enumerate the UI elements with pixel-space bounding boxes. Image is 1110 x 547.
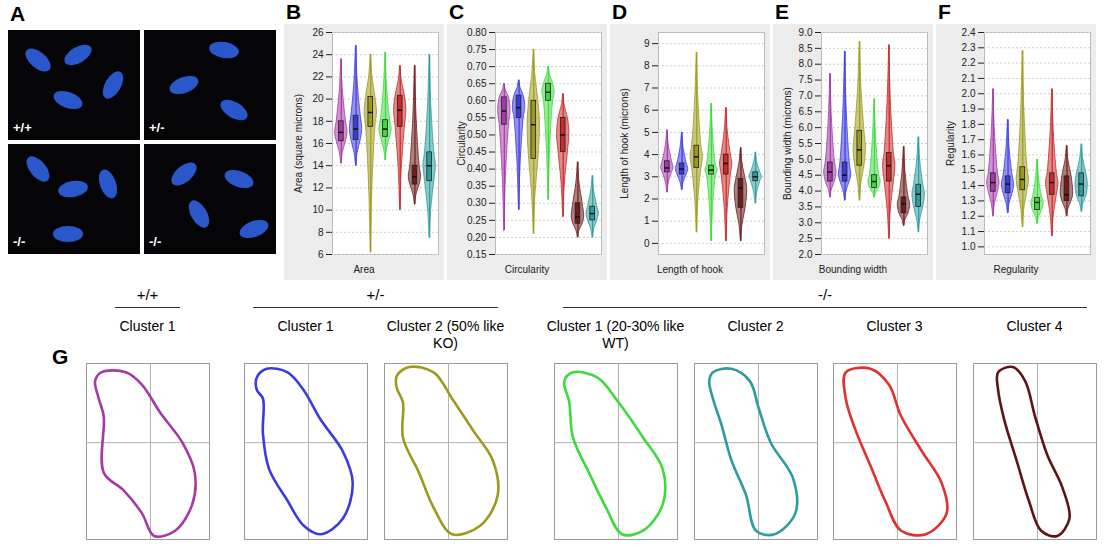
- svg-text:1: 1: [644, 215, 650, 226]
- svg-text:0.15: 0.15: [467, 249, 487, 260]
- svg-text:2: 2: [644, 193, 650, 204]
- html-text:Cluster 1: Cluster 1: [119, 318, 176, 334]
- html-text:Area: Area: [353, 264, 375, 275]
- svg-text:0.30: 0.30: [467, 197, 487, 208]
- svg-text:26: 26: [312, 27, 324, 38]
- svg-text:8.0: 8.0: [799, 58, 813, 69]
- svg-text:0.65: 0.65: [467, 78, 487, 89]
- svg-text:8: 8: [318, 227, 324, 238]
- html-text:Cluster 3: Cluster 3: [866, 318, 923, 334]
- svg-text:0.50: 0.50: [467, 129, 487, 140]
- svg-text:Circularity: Circularity: [456, 121, 467, 165]
- svg-text:0.70: 0.70: [467, 61, 487, 72]
- svg-text:2.2: 2.2: [962, 57, 976, 68]
- svg-text:16: 16: [312, 138, 324, 149]
- svg-text:7.5: 7.5: [799, 74, 813, 85]
- svg-text:0.55: 0.55: [467, 112, 487, 123]
- svg-text:24: 24: [312, 49, 324, 60]
- html-text:Cluster 2: Cluster 2: [727, 318, 784, 334]
- svg-text:2.1: 2.1: [962, 73, 976, 84]
- html-text:Bounding width: Bounding width: [818, 264, 888, 275]
- svg-text:8: 8: [644, 60, 650, 71]
- svg-text:7.0: 7.0: [799, 90, 813, 101]
- svg-text:14: 14: [312, 160, 324, 171]
- svg-text:1.9: 1.9: [962, 103, 976, 114]
- svg-text:9: 9: [644, 38, 650, 49]
- svg-text:7: 7: [644, 82, 650, 93]
- html-text:D: D: [612, 0, 628, 23]
- svg-text:Length of hook (microns): Length of hook (microns): [619, 88, 630, 199]
- html-text:F: F: [938, 0, 951, 23]
- svg-text:5: 5: [644, 127, 650, 138]
- svg-text:Regularity: Regularity: [945, 121, 956, 166]
- svg-text:22: 22: [312, 71, 324, 82]
- svg-text:0.45: 0.45: [467, 146, 487, 157]
- svg-text:8.5: 8.5: [799, 43, 813, 54]
- svg-text:0.20: 0.20: [467, 232, 487, 243]
- svg-text:6.0: 6.0: [799, 122, 813, 133]
- svg-text:3: 3: [644, 171, 650, 182]
- svg-text:1.5: 1.5: [962, 164, 976, 175]
- html-text:Length of hook: Length of hook: [656, 264, 724, 275]
- svg-text:Area (square microns): Area (square microns): [293, 94, 304, 193]
- svg-text:1.8: 1.8: [962, 119, 976, 130]
- svg-text:2.0: 2.0: [962, 88, 976, 99]
- svg-text:4: 4: [644, 149, 650, 160]
- svg-text:1.3: 1.3: [962, 195, 976, 206]
- svg-text:6.5: 6.5: [799, 106, 813, 117]
- html-text:C: C: [449, 0, 465, 23]
- html-text:Cluster 2 (50% like KO): Cluster 2 (50% like KO): [386, 318, 505, 351]
- html-text:Circularity: Circularity: [504, 264, 550, 275]
- svg-text:6: 6: [318, 249, 324, 260]
- html-text:G: G: [52, 345, 69, 368]
- svg-text:2.4: 2.4: [962, 27, 976, 38]
- svg-text:6: 6: [644, 104, 650, 115]
- svg-text:3.5: 3.5: [799, 201, 813, 212]
- svg-text:0.40: 0.40: [467, 163, 487, 174]
- svg-text:20: 20: [312, 93, 324, 104]
- svg-text:1.6: 1.6: [962, 149, 976, 160]
- svg-text:0.25: 0.25: [467, 215, 487, 226]
- html-text:B: B: [286, 0, 302, 23]
- svg-text:5.5: 5.5: [799, 138, 813, 149]
- svg-text:1.0: 1.0: [962, 241, 976, 252]
- svg-text:1.2: 1.2: [962, 210, 976, 221]
- html-text:Cluster 1: Cluster 1: [277, 318, 334, 334]
- svg-text:12: 12: [312, 182, 324, 193]
- svg-text:1.4: 1.4: [962, 180, 976, 191]
- svg-text:2.0: 2.0: [799, 249, 813, 260]
- svg-text:1.1: 1.1: [962, 226, 976, 237]
- html-text:Regularity: Regularity: [993, 264, 1039, 275]
- html-text:A: A: [10, 2, 26, 25]
- svg-text:0: 0: [644, 238, 650, 249]
- svg-text:0.60: 0.60: [467, 95, 487, 106]
- svg-text:3.0: 3.0: [799, 217, 813, 228]
- svg-text:2.5: 2.5: [799, 233, 813, 244]
- html-text:Cluster 4: Cluster 4: [1006, 318, 1063, 334]
- svg-text:10: 10: [312, 204, 324, 215]
- svg-text:18: 18: [312, 116, 324, 127]
- svg-text:0.35: 0.35: [467, 180, 487, 191]
- svg-text:1.7: 1.7: [962, 134, 976, 145]
- svg-text:9.0: 9.0: [799, 27, 813, 38]
- svg-text:4.5: 4.5: [799, 169, 813, 180]
- html-text:E: E: [775, 0, 789, 23]
- svg-text:2.3: 2.3: [962, 42, 976, 53]
- html-text:Cluster 1 (20-30% like WT): Cluster 1 (20-30% like WT): [546, 318, 685, 351]
- svg-text:5.0: 5.0: [799, 154, 813, 165]
- svg-text:0.80: 0.80: [467, 27, 487, 38]
- svg-text:Bounding width (microns): Bounding width (microns): [782, 87, 793, 200]
- svg-text:4.0: 4.0: [799, 185, 813, 196]
- svg-text:0.75: 0.75: [467, 44, 487, 55]
